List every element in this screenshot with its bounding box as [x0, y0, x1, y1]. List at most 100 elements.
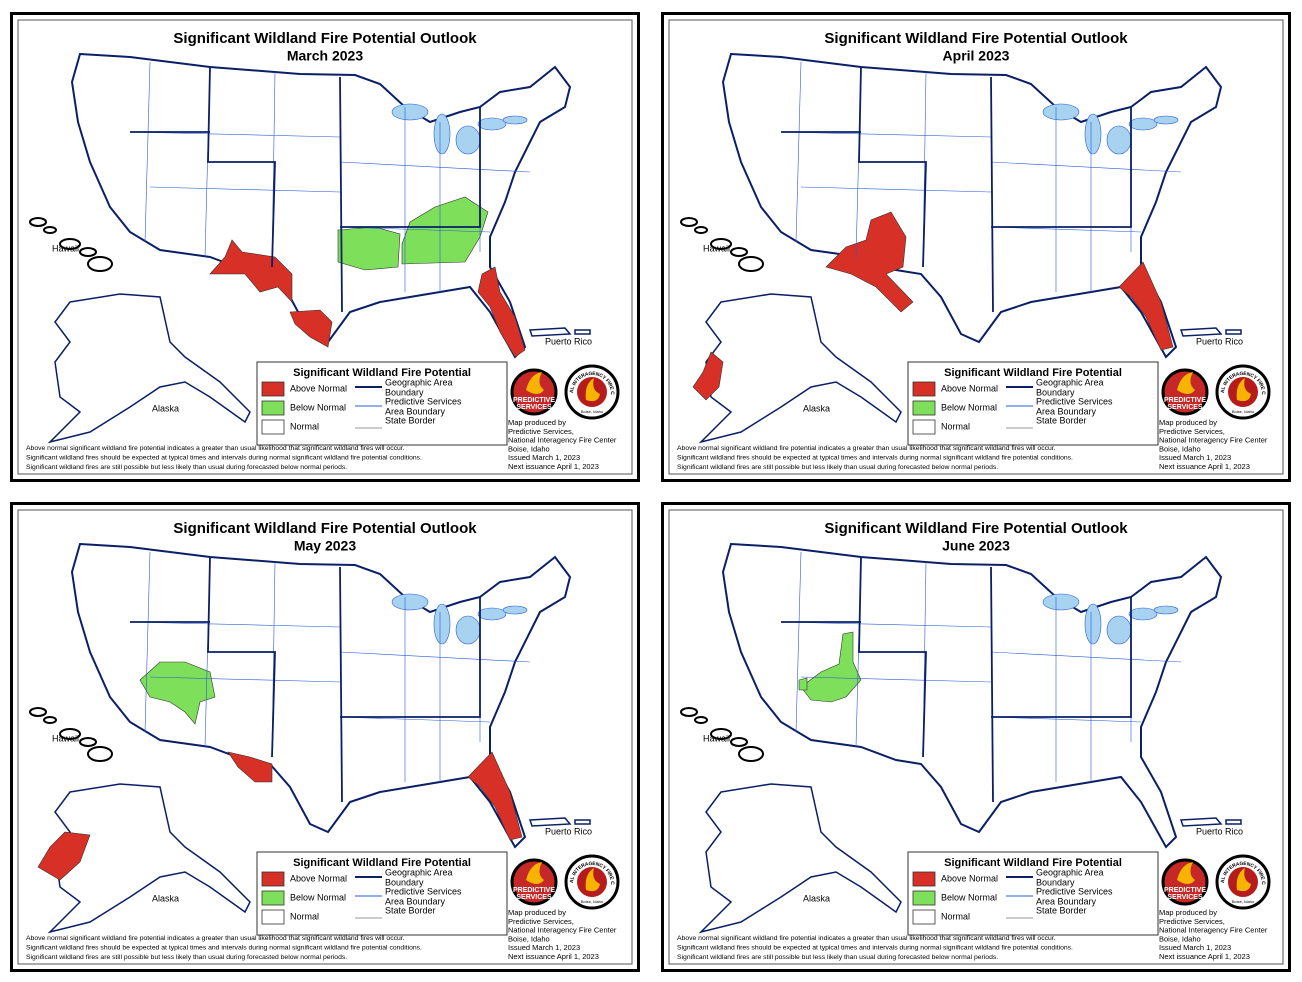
- note-line: Above normal significant wildland fire p…: [26, 935, 405, 942]
- legend-swatch: [261, 890, 285, 906]
- great-lake: [1106, 615, 1132, 645]
- legend-line-label: Boundary: [1036, 387, 1075, 397]
- legend-swatch: [912, 381, 936, 397]
- hawaii-island: [710, 238, 732, 250]
- puerto-rico: [528, 817, 591, 827]
- credit-line: National Interagency Fire Center: [1159, 926, 1268, 935]
- credit-line: Issued March 1, 2023: [508, 943, 580, 952]
- credit-line: National Interagency Fire Center: [508, 926, 617, 935]
- legend-swatch: [912, 400, 936, 416]
- great-lake: [433, 603, 451, 645]
- credit-line: National Interagency Fire Center: [1159, 436, 1268, 445]
- above-normal-area: [37, 831, 91, 881]
- legend-swatch: [912, 871, 936, 887]
- alaska-label: Alaska: [803, 403, 830, 413]
- note-line: Significant wildland fires should be exp…: [26, 944, 422, 951]
- predictive-flame: [1177, 862, 1195, 884]
- hawaii-label: Hawaii: [703, 733, 730, 743]
- legend-swatch: [261, 909, 285, 925]
- legend-line-label: Geographic Area: [1036, 867, 1104, 877]
- note-line: Above normal significant wildland fire p…: [677, 935, 1056, 942]
- legend-line-label: Area Boundary: [385, 896, 446, 906]
- outlook-panel: Significant Wildland Fire Potential Outl…: [659, 499, 1291, 972]
- legend-swatch: [261, 871, 285, 887]
- panel-title: Significant Wildland Fire Potential Outl…: [824, 30, 1128, 47]
- predictive-logo-text: PREDICTIVE: [1164, 397, 1206, 404]
- alaska-label: Alaska: [152, 403, 179, 413]
- credit-line: Predictive Services,: [1159, 427, 1225, 436]
- puerto-rico-label: Puerto Rico: [545, 826, 592, 836]
- legend-line-label: Boundary: [385, 387, 424, 397]
- panel-month: May 2023: [294, 538, 356, 554]
- nifc-flame: [1236, 378, 1251, 402]
- great-lake: [1084, 603, 1102, 645]
- predictive-logo-text: PREDICTIVE: [513, 887, 555, 894]
- great-lake: [455, 125, 481, 155]
- predictive-flame: [526, 372, 544, 394]
- credit-line: Next issuance April 1, 2023: [508, 462, 599, 471]
- predictive-flame: [526, 862, 544, 884]
- great-lake: [502, 605, 528, 615]
- legend-fill-label: Above Normal: [290, 873, 347, 883]
- hawaii-island: [87, 256, 113, 272]
- predictive-logo-text: SERVICES: [1167, 404, 1203, 411]
- alaska-outline: [698, 783, 902, 934]
- legend-swatch: [261, 419, 285, 435]
- hawaii-island: [730, 247, 748, 257]
- legend-line-label: Boundary: [385, 877, 424, 887]
- legend-fill-label: Above Normal: [941, 383, 998, 393]
- above-normal-area: [467, 751, 523, 841]
- nifc-city: Boise, Idaho: [1232, 899, 1255, 904]
- predictive-flame: [1177, 372, 1195, 394]
- geographic-area-boundaries: [130, 556, 481, 803]
- legend-title: Significant Wildland Fire Potential: [293, 367, 471, 379]
- legend-fill-label: Normal: [290, 911, 319, 921]
- outlook-panel: Significant Wildland Fire Potential Outl…: [8, 499, 640, 972]
- nifc-flame: [585, 378, 600, 402]
- hawaii-label: Hawaii: [703, 243, 730, 253]
- legend-line-label: State Border: [1036, 905, 1087, 915]
- legend-swatch: [912, 890, 936, 906]
- hawaii-island: [79, 247, 97, 257]
- legend-line-label: Geographic Area: [1036, 377, 1104, 387]
- legend-line-label: Predictive Services: [385, 396, 462, 406]
- note-line: Significant wildland fires should be exp…: [677, 454, 1073, 461]
- legend-swatch: [261, 381, 285, 397]
- credit-line: Boise, Idaho: [508, 444, 550, 453]
- predictive-logo-text: SERVICES: [516, 404, 552, 411]
- legend-fill-label: Above Normal: [290, 383, 347, 393]
- panel-month: April 2023: [943, 48, 1010, 64]
- legend-swatch: [912, 419, 936, 435]
- credit-line: Predictive Services,: [508, 917, 574, 926]
- credit-line: Map produced by: [1159, 418, 1217, 427]
- note-line: Significant wildland fires are still pos…: [677, 464, 998, 471]
- geographic-area-boundaries: [781, 66, 1132, 313]
- legend-fill-label: Below Normal: [941, 402, 997, 412]
- puerto-rico-label: Puerto Rico: [1196, 336, 1243, 346]
- above-normal-area: [1118, 261, 1174, 351]
- great-lake: [1042, 103, 1080, 121]
- above-normal-area: [692, 351, 724, 401]
- panel-inner-frame: [668, 509, 1284, 965]
- hawaii-island: [730, 737, 748, 747]
- hawaii-island: [43, 226, 57, 234]
- great-lake: [1153, 605, 1179, 615]
- credit-line: Boise, Idaho: [1159, 934, 1201, 943]
- legend-line-label: Geographic Area: [385, 377, 453, 387]
- note-line: Significant wildland fires are still pos…: [677, 954, 998, 961]
- below-normal-area: [800, 631, 862, 703]
- great-lake: [1153, 115, 1179, 125]
- great-lake: [1084, 113, 1102, 155]
- legend-fill-label: Normal: [941, 421, 970, 431]
- puerto-rico-label: Puerto Rico: [545, 336, 592, 346]
- note-line: Significant wildland fires should be exp…: [677, 944, 1073, 951]
- nifc-city: Boise, Idaho: [581, 899, 604, 904]
- legend-fill-label: Below Normal: [290, 402, 346, 412]
- above-normal-area: [289, 309, 333, 348]
- above-normal-area: [209, 239, 293, 303]
- great-lake: [1128, 117, 1158, 131]
- puerto-rico: [1179, 817, 1242, 827]
- legend-fill-label: Below Normal: [941, 892, 997, 902]
- hawaii-island: [680, 217, 698, 227]
